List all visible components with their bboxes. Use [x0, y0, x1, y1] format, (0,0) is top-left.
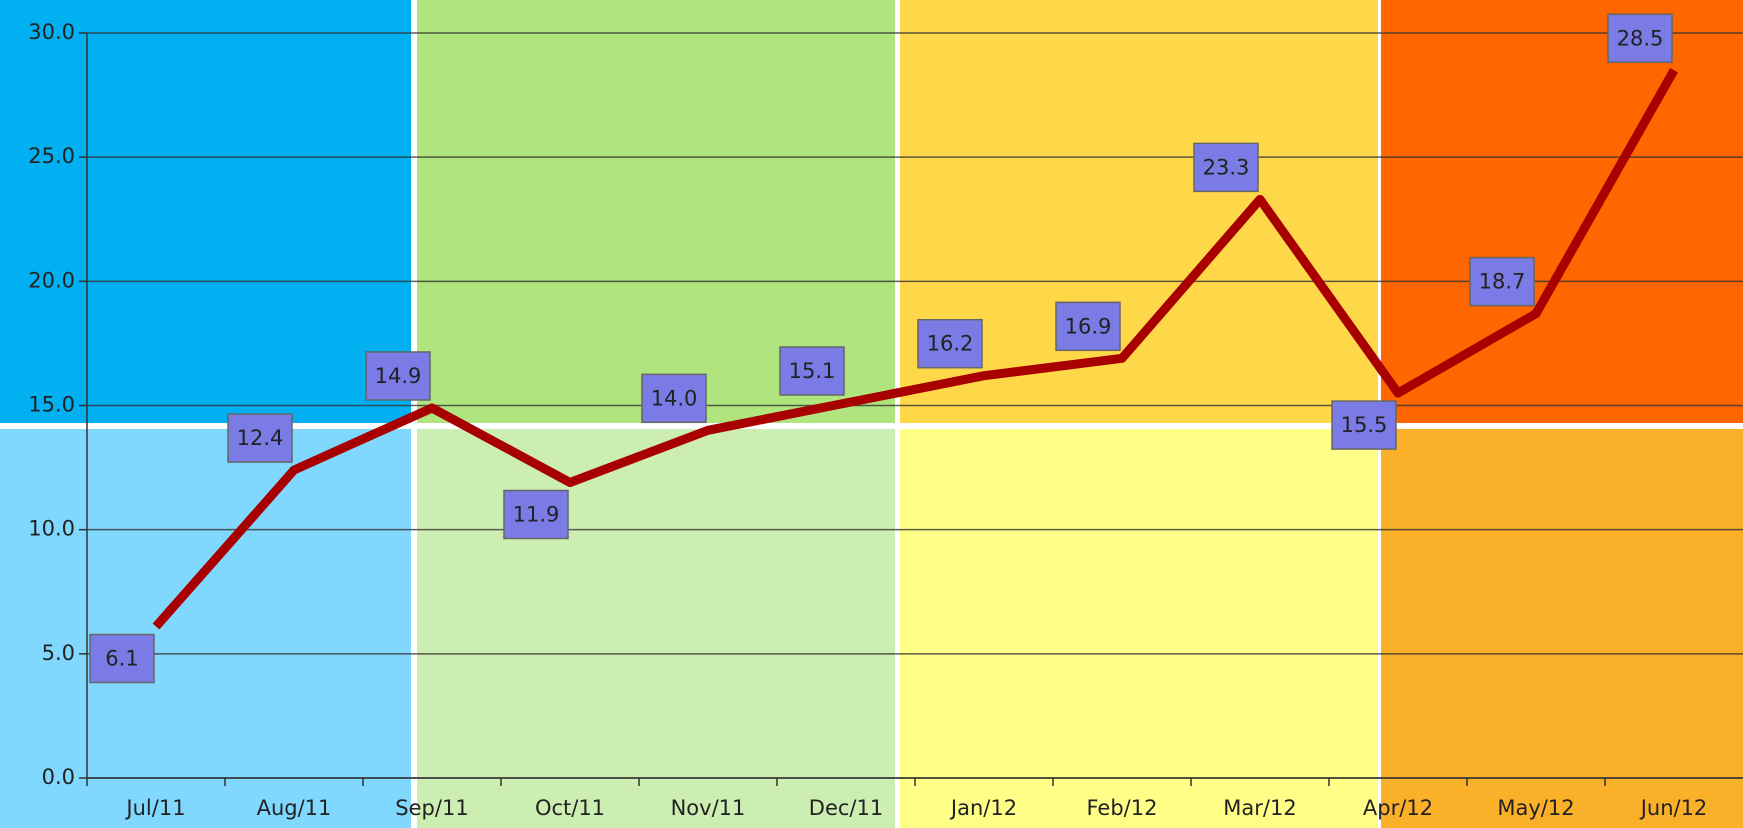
- data-label: 14.0: [641, 373, 707, 424]
- data-label: 15.1: [779, 346, 845, 396]
- data-label-box: [227, 413, 293, 463]
- data-label-box: [365, 351, 431, 401]
- data-label: 11.9: [503, 489, 569, 540]
- y-tick-label: 30.0: [28, 20, 75, 44]
- data-label: 16.9: [1055, 301, 1121, 352]
- data-label-text: 6.1: [105, 647, 138, 671]
- data-label-text: 11.9: [513, 502, 560, 526]
- data-label-box: [503, 489, 569, 540]
- x-tick-label: Jul/11: [124, 796, 185, 820]
- x-tick-label: Dec/11: [809, 796, 883, 820]
- x-tick-label: Sep/11: [395, 796, 468, 820]
- data-label-box: [1607, 13, 1673, 63]
- x-tick-label: Oct/11: [535, 796, 605, 820]
- x-tick-label: May/12: [1497, 796, 1574, 820]
- data-label-text: 15.5: [1341, 413, 1388, 437]
- data-label-text: 16.2: [927, 332, 974, 356]
- data-label: 16.2: [917, 318, 983, 369]
- data-label-text: 14.9: [375, 364, 422, 388]
- data-label-text: 15.1: [789, 359, 836, 383]
- data-label-box: [1331, 400, 1397, 450]
- x-tick-label: Jun/12: [1639, 796, 1708, 820]
- y-tick-label: 0.0: [42, 765, 75, 789]
- data-label-box: [89, 633, 155, 684]
- data-label: 28.5: [1607, 13, 1673, 63]
- y-tick-label: 15.0: [28, 393, 75, 417]
- data-label-box: [1055, 301, 1121, 352]
- y-tick-label: 5.0: [42, 641, 75, 665]
- data-label: 23.3: [1193, 142, 1259, 193]
- data-label-box: [779, 346, 845, 396]
- data-label-text: 14.0: [651, 386, 698, 410]
- line: [152, 68, 1678, 630]
- x-tick-label: Nov/11: [671, 796, 746, 820]
- data-label-box: [1469, 256, 1535, 307]
- x-tick-label: Mar/12: [1223, 796, 1296, 820]
- data-label-box: [641, 373, 707, 424]
- data-label: 12.4: [227, 413, 293, 463]
- x-tick-label: Aug/11: [257, 796, 332, 820]
- data-label-text: 18.7: [1479, 270, 1526, 294]
- y-tick-label: 25.0: [28, 144, 75, 168]
- data-label: 14.9: [365, 351, 431, 401]
- data-label: 18.7: [1469, 256, 1535, 307]
- x-tick-label: Feb/12: [1087, 796, 1158, 820]
- data-label: 6.1: [89, 633, 155, 684]
- data-label: 15.5: [1331, 400, 1397, 450]
- data-label-text: 16.9: [1065, 314, 1112, 338]
- data-label-text: 23.3: [1203, 155, 1250, 179]
- x-tick-label: Apr/12: [1363, 796, 1433, 820]
- data-label-text: 28.5: [1617, 26, 1664, 50]
- y-tick-label: 10.0: [28, 517, 75, 541]
- data-label-text: 12.4: [237, 426, 284, 450]
- data-label-box: [917, 318, 983, 369]
- data-label-box: [1193, 142, 1259, 193]
- x-tick-label: Jan/12: [949, 796, 1017, 820]
- y-tick-label: 20.0: [28, 268, 75, 292]
